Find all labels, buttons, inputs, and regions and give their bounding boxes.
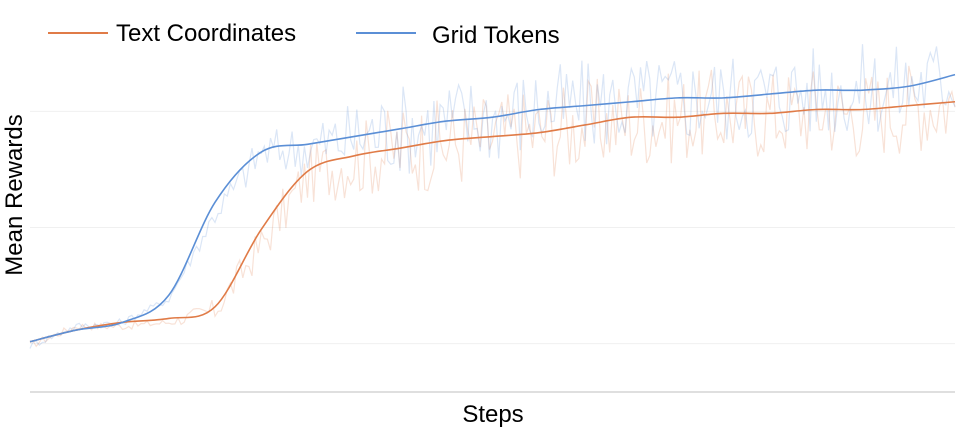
smoothed-line-text-coordinates: [29, 100, 956, 343]
raw-series-lines: [29, 44, 956, 349]
raw-line-grid-tokens: [29, 44, 956, 349]
raw-line-text-coordinates: [29, 65, 956, 348]
legend-label-grid-tokens: Grid Tokens: [432, 22, 560, 49]
smoothed-series-lines: [29, 73, 956, 343]
grid-lines: [30, 110, 955, 345]
y-axis-label: Mean Rewards: [1, 114, 28, 275]
legend: Text Coordinates Grid Tokens: [48, 20, 560, 49]
x-axis-label: Steps: [462, 401, 523, 428]
legend-label-text-coordinates: Text Coordinates: [116, 20, 296, 47]
smoothed-line-grid-tokens: [29, 73, 956, 343]
